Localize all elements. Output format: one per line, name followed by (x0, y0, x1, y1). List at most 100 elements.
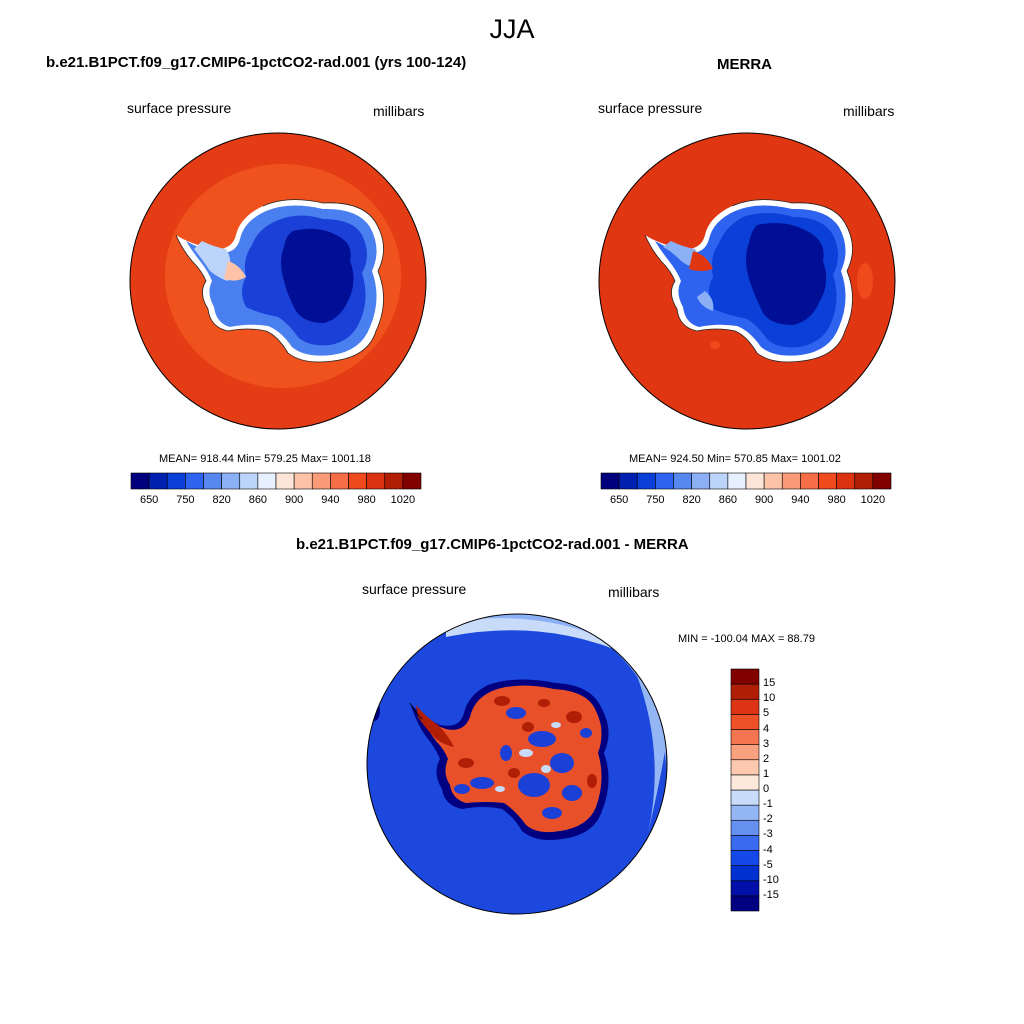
panel3-colorbar-swatch (730, 789, 760, 806)
panel3-colorbar-swatch (730, 835, 760, 851)
panel3-colorbar-tick-label: 10 (763, 692, 776, 705)
panel3-colorbar (730, 668, 760, 912)
panel3-colorbar-swatch (730, 850, 760, 866)
panel3-colorbar-swatch (730, 865, 760, 882)
panel2-stats: MEAN= 924.50 Min= 570.85 Max= 1001.02 (629, 453, 841, 465)
panel3-colorbar-tick-label: 2 (763, 752, 770, 765)
panel3-colorbar-swatch (730, 714, 760, 730)
panel1-colorbar-tick-label: 940 (321, 494, 340, 506)
panel3-colorbar-swatch (730, 698, 760, 715)
panel1-colorbar-swatch (384, 472, 404, 490)
panel3-colorbar-swatch (730, 668, 760, 685)
panel2-colorbar-swatch (836, 472, 856, 490)
panel2-units-label: millibars (843, 103, 895, 119)
panel3-colorbar-swatch (730, 819, 760, 836)
panel3-colorbar-tick-label: 1 (763, 767, 770, 780)
panel3-colorbar-tick-label: -1 (763, 798, 773, 811)
panel1-colorbar-tick-label: 900 (284, 494, 304, 506)
panel1-colorbar-swatch (348, 472, 367, 490)
panel1-variable-label: surface pressure (127, 100, 232, 116)
panel2-colorbar-swatch (691, 472, 711, 490)
panel2-colorbar-swatch (800, 472, 819, 490)
panel3-colorbar-swatch (730, 683, 760, 700)
panel3-colorbar-tick-label: -4 (763, 843, 773, 856)
panel1-colorbar (130, 472, 422, 490)
panel1-colorbar-swatch (221, 472, 241, 490)
panel2-colorbar-tick-label: 750 (646, 494, 665, 506)
panel2-colorbar-swatch (655, 472, 674, 490)
panel3-colorbar-tick-label: 4 (763, 722, 770, 735)
panel2-colorbar-swatch (636, 472, 656, 490)
panel2-colorbar-swatch (781, 472, 801, 490)
panel1-colorbar-swatch (148, 472, 168, 490)
panel2-colorbar-swatch (818, 472, 837, 490)
panel2-colorbar-swatch (854, 472, 874, 490)
panel1-units-label: millibars (373, 103, 425, 119)
panel1-colorbar-swatch (185, 472, 204, 490)
panel3-colorbar-swatch (730, 744, 760, 761)
panel1-colorbar-tick-label: 750 (176, 494, 195, 506)
panel2-colorbar-swatch (600, 472, 620, 490)
panel3-variable-label: surface pressure (362, 581, 467, 597)
figure-title: JJA (489, 14, 535, 44)
panel2-colorbar-swatch (763, 472, 783, 490)
panel1-title: b.e21.B1PCT.f09_g17.CMIP6-1pctCO2-rad.00… (46, 54, 467, 71)
panel1-colorbar-tick-label: 860 (248, 494, 268, 506)
panel3-colorbar-swatch (730, 804, 760, 821)
panel1-colorbar-swatch (257, 472, 277, 490)
panel3-colorbar-tick-label: 15 (763, 677, 776, 690)
panel2-colorbar-swatch (727, 472, 747, 490)
panel3-colorbar-tick-label: -2 (763, 813, 773, 826)
panel3-title: b.e21.B1PCT.f09_g17.CMIP6-1pctCO2-rad.00… (296, 536, 689, 553)
panel1-map (129, 132, 427, 430)
panel2-variable-label: surface pressure (598, 100, 703, 116)
panel2-title: MERRA (717, 56, 772, 73)
panel2-colorbar-tick-label: 980 (827, 494, 846, 506)
panel3-colorbar-tick-label: 0 (763, 783, 770, 795)
panel3-colorbar-swatch (730, 880, 760, 897)
panel2-colorbar-swatch (872, 472, 892, 490)
panel3-colorbar-swatch (730, 729, 760, 745)
panel2-colorbar-swatch (709, 472, 729, 490)
panel1-colorbar-swatch (203, 472, 222, 490)
panel3-colorbar-tick-label: -10 (763, 873, 779, 886)
panel3-colorbar-labels: 15 10 5 4 3 2 1 0 -1 -2 -3 -4 -5 -10 -15 (763, 669, 803, 911)
panel1-colorbar-tick-label: 820 (212, 494, 231, 506)
panel1-colorbar-swatch (330, 472, 349, 490)
panel1-stats: MEAN= 918.44 Min= 579.25 Max= 1001.18 (159, 453, 371, 465)
panel2-colorbar-tick-label: 1020 (860, 494, 886, 506)
panel3-colorbar-tick-label: 3 (763, 737, 770, 750)
panel3-stats: MIN = -100.04 MAX = 88.79 (678, 633, 815, 645)
panel2-colorbar-swatch (673, 472, 692, 490)
panel2-colorbar-swatch (745, 472, 765, 490)
panel1-colorbar-swatch (239, 472, 259, 490)
panel1-colorbar-swatch (166, 472, 186, 490)
panel1-colorbar-swatch (293, 472, 313, 490)
panel2-colorbar-tick-label: 860 (718, 494, 738, 506)
panel3-units-label: millibars (608, 584, 660, 600)
panel1-colorbar-swatch (130, 472, 150, 490)
panel2-colorbar-tick-label: 650 (609, 494, 629, 506)
panel3-colorbar-tick-label: -15 (763, 888, 779, 901)
panel2-colorbar-tick-label: 820 (682, 494, 701, 506)
panel1-colorbar-tick-label: 1020 (390, 494, 416, 506)
panel2-colorbar-swatch (618, 472, 638, 490)
panel3-colorbar-tick-label: -5 (763, 858, 773, 871)
panel2-colorbar-labels: 650 750 820 860 900 940 980 1020 (601, 494, 891, 508)
panel1-colorbar-swatch (402, 472, 422, 490)
panel2-map (598, 132, 896, 430)
panel1-colorbar-swatch (311, 472, 331, 490)
panel3-colorbar-swatch (730, 895, 760, 912)
panel2-colorbar-tick-label: 940 (791, 494, 810, 506)
panel3-colorbar-tick-label: -3 (763, 828, 773, 841)
panel1-colorbar-swatch (366, 472, 386, 490)
panel3-colorbar-tick-label: 5 (763, 707, 770, 720)
panel2-colorbar (600, 472, 892, 490)
panel3-colorbar-swatch (730, 759, 760, 776)
panel1-colorbar-swatch (275, 472, 295, 490)
panel1-colorbar-tick-label: 980 (357, 494, 376, 506)
panel1-colorbar-labels: 650 750 820 860 900 940 980 1020 (131, 494, 421, 508)
panel3-colorbar-swatch (730, 774, 760, 791)
panel2-colorbar-tick-label: 900 (754, 494, 774, 506)
panel3-map (366, 613, 668, 915)
